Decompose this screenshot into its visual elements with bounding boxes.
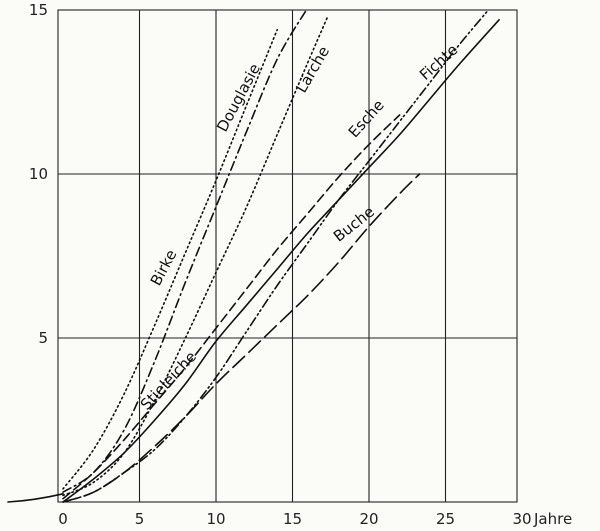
series-line-esche [62,114,401,500]
y-tick-label: 10 [29,165,48,183]
series-lines [7,9,500,503]
curve-label-birke: Birke [147,247,181,289]
x-axis-label: Jahre [533,510,572,528]
series-start-tail [7,493,64,503]
axis-tick-labels: 0 5 10 15 20 25 30 5 10 15 [29,1,532,528]
series-line-birke [62,28,278,490]
y-tick-label: 5 [38,329,48,347]
plot-frame [57,9,518,503]
curve-label-esche: Esche [345,96,388,141]
x-tick-label: 10 [206,510,225,528]
x-tick-label: 15 [283,510,302,528]
y-tick-label: 15 [29,1,48,19]
x-tick-label: 5 [135,510,145,528]
x-tick-label: 30 [512,510,531,528]
curve-label-douglasie: Douglasie [213,61,264,135]
x-tick-label: 0 [58,510,68,528]
series-line-douglasie [62,9,308,493]
curve-label-fichte: Fichte [416,41,461,84]
curve-label-laerche: Lärche [292,43,333,96]
series-line-fichte [62,9,490,503]
x-tick-label: 20 [359,510,378,528]
series-line-laerche [62,15,329,497]
x-tick-label: 25 [436,510,455,528]
series-line-buche [62,173,421,503]
grid [57,9,518,503]
series-line-stieleiche [62,19,500,503]
